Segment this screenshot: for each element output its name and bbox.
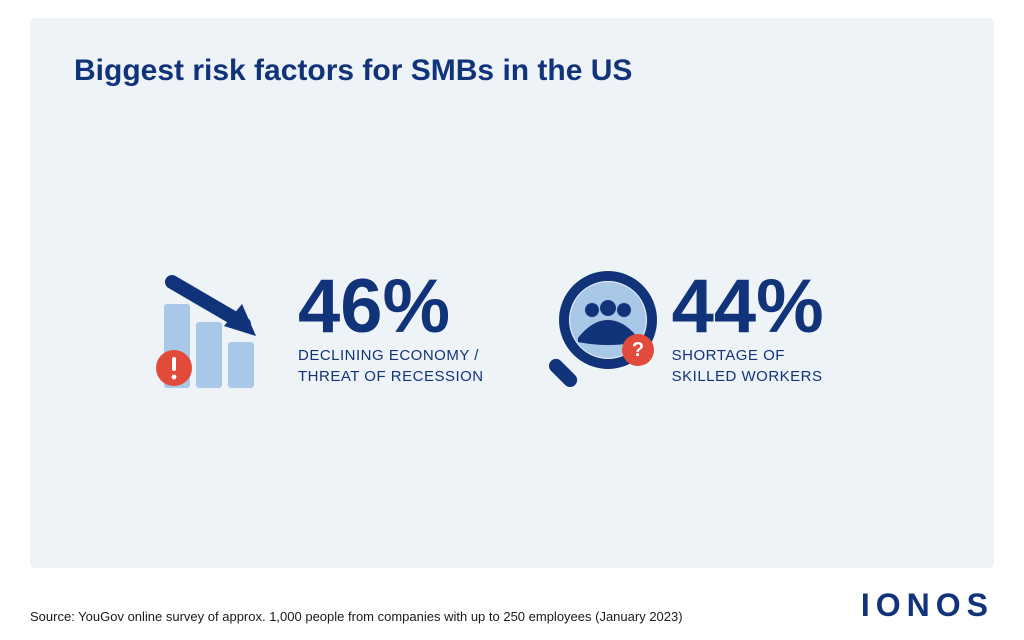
stat-label-line2: THREAT OF RECESSION (298, 368, 484, 387)
stat-label-line1: DECLINING ECONOMY / (298, 347, 484, 366)
stat-value: 46% (298, 269, 484, 345)
source-text: Source: YouGov online survey of approx. … (30, 609, 683, 624)
stat-label-line1: SHORTAGE OF (672, 347, 824, 366)
stat-text: 46% DECLINING ECONOMY / THREAT OF RECESS… (298, 269, 484, 387)
page: Biggest risk factors for SMBs in the US (0, 0, 1024, 640)
ionos-logo: IONOS (861, 587, 994, 624)
stat-text: 44% SHORTAGE OF SKILLED WORKERS (672, 269, 824, 387)
footer: Source: YouGov online survey of approx. … (30, 587, 994, 624)
stat-skilled-workers: ? 44% SHORTAGE OF SKILLED WORKERS (542, 268, 824, 388)
page-title: Biggest risk factors for SMBs in the US (74, 54, 994, 88)
stat-declining-economy: 46% DECLINING ECONOMY / THREAT OF RECESS… (156, 268, 484, 388)
stat-value: 44% (672, 269, 824, 345)
bars-down-alert-icon (156, 268, 288, 388)
stat-label-line2: SKILLED WORKERS (672, 368, 824, 387)
magnifier-people-question-icon: ? (542, 268, 668, 388)
infographic-card: Biggest risk factors for SMBs in the US (30, 18, 994, 568)
stats-row: 46% DECLINING ECONOMY / THREAT OF RECESS… (156, 268, 824, 388)
svg-text:?: ? (632, 339, 644, 361)
